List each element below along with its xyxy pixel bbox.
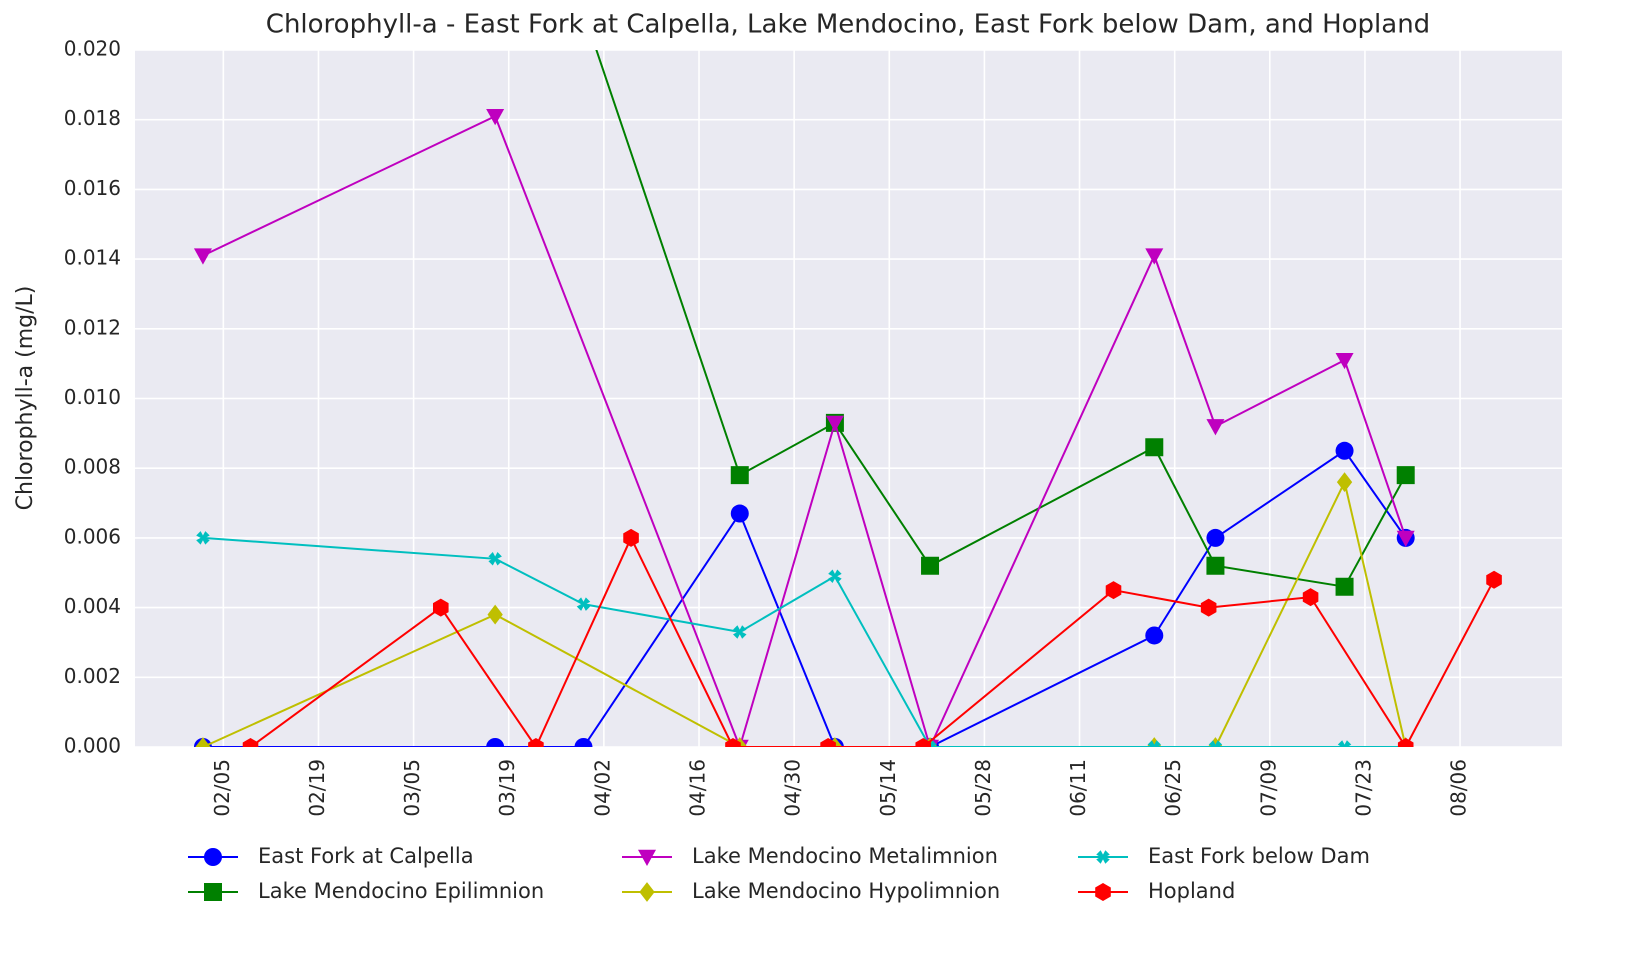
x-tick-label: 03/05 xyxy=(400,759,424,817)
marker xyxy=(1335,352,1354,370)
marker xyxy=(488,552,502,566)
marker xyxy=(639,882,655,902)
marker xyxy=(242,738,259,747)
y-tick-label: 0.010 xyxy=(64,385,121,409)
x-tick-label: 04/16 xyxy=(686,759,710,817)
marker xyxy=(730,466,749,485)
y-tick-label: 0.020 xyxy=(64,37,121,61)
marker xyxy=(1397,738,1414,747)
x-tick-label: 02/05 xyxy=(210,759,234,817)
marker xyxy=(193,248,212,265)
marker xyxy=(825,415,844,432)
marker xyxy=(1206,419,1225,436)
marker xyxy=(733,625,747,639)
x-tick-label: 06/25 xyxy=(1161,759,1185,817)
legend-label: Lake Mendocino Hypolimnion xyxy=(692,879,1000,903)
marker xyxy=(204,883,222,901)
marker xyxy=(1335,577,1354,596)
marker xyxy=(1336,472,1353,493)
marker xyxy=(574,738,593,747)
legend-label: Lake Mendocino Metalimnion xyxy=(692,844,998,868)
marker xyxy=(1145,248,1164,265)
y-tick-label: 0.004 xyxy=(64,594,121,618)
marker xyxy=(828,569,842,583)
x-tick-label: 04/30 xyxy=(781,759,805,817)
y-tick-label: 0.002 xyxy=(64,664,121,688)
x-tick-label: 07/09 xyxy=(1256,759,1280,817)
marker xyxy=(1096,850,1110,864)
y-axis-label: Chlorophyll-a (mg/L) xyxy=(13,286,38,511)
legend-label: Lake Mendocino Epilimnion xyxy=(258,879,544,903)
y-tick-label: 0.008 xyxy=(64,455,121,479)
marker xyxy=(432,598,449,617)
marker xyxy=(1206,556,1225,575)
y-tick-label: 0.016 xyxy=(64,176,121,200)
marker xyxy=(730,504,749,523)
marker xyxy=(528,738,544,747)
marker xyxy=(1302,588,1319,607)
marker xyxy=(576,597,591,611)
y-tick-label: 0.006 xyxy=(64,524,121,548)
marker xyxy=(915,738,932,747)
marker xyxy=(1105,581,1122,600)
marker xyxy=(195,737,211,747)
y-tick-label: 0.012 xyxy=(64,315,121,339)
legend-label: East Fork at Calpella xyxy=(258,844,474,868)
marker xyxy=(1147,740,1162,747)
marker xyxy=(1335,441,1354,460)
marker xyxy=(638,849,656,866)
marker xyxy=(1206,528,1225,547)
x-tick-label: 03/19 xyxy=(495,759,519,817)
series-line xyxy=(202,449,1407,747)
chart-title: Chlorophyll-a - East Fork at Calpella, L… xyxy=(266,10,1430,40)
marker xyxy=(204,848,222,866)
legend-label: Hopland xyxy=(1148,879,1235,903)
marker xyxy=(486,738,505,747)
x-tick-label: 05/14 xyxy=(876,759,900,817)
x-tick-label: 04/02 xyxy=(590,759,614,817)
series-line xyxy=(202,114,1407,747)
marker xyxy=(1396,466,1415,485)
x-tick-label: 05/28 xyxy=(971,759,995,817)
y-tick-label: 0.000 xyxy=(64,734,121,758)
x-tick-label: 02/19 xyxy=(305,759,329,817)
marker xyxy=(1095,883,1111,901)
marker xyxy=(921,556,940,575)
marker xyxy=(1208,740,1223,747)
marker xyxy=(1396,530,1415,547)
marker xyxy=(820,738,836,747)
legend-label: East Fork below Dam xyxy=(1148,844,1370,868)
y-tick-label: 0.014 xyxy=(64,246,121,270)
marker xyxy=(1486,570,1502,589)
series-line xyxy=(249,535,1495,747)
marker xyxy=(1145,626,1164,645)
marker xyxy=(725,738,741,747)
y-tick-label: 0.018 xyxy=(64,106,121,130)
marker xyxy=(623,528,639,547)
marker xyxy=(486,109,505,126)
series-line xyxy=(595,50,1407,588)
marker xyxy=(1337,740,1352,747)
marker xyxy=(1145,438,1164,457)
x-tick-label: 06/11 xyxy=(1066,759,1090,817)
x-tick-label: 08/06 xyxy=(1447,759,1471,817)
x-tick-label: 07/23 xyxy=(1351,759,1375,817)
marker xyxy=(1200,598,1217,617)
series-line xyxy=(202,536,1406,747)
marker xyxy=(487,604,503,625)
marker xyxy=(196,531,210,545)
